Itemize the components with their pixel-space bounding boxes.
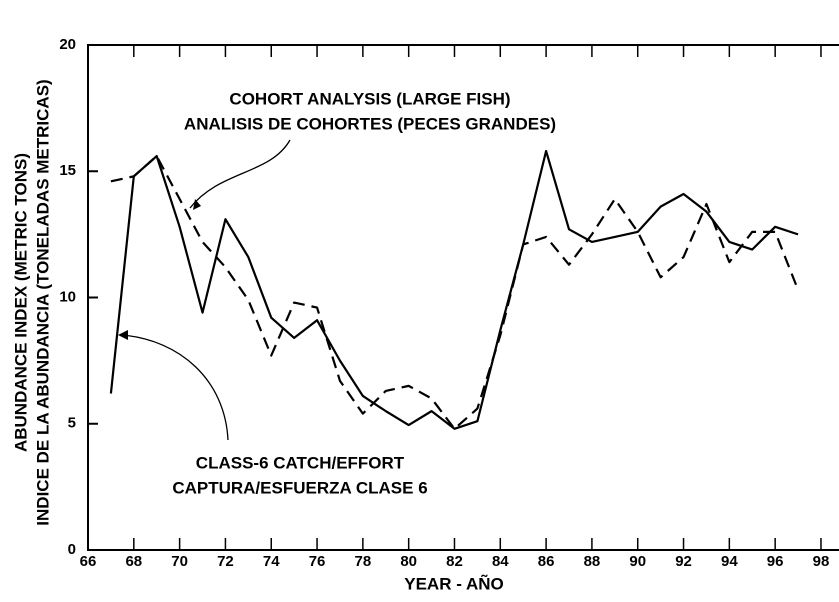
x-tick-label: 94 bbox=[721, 553, 738, 570]
x-tick-label: 68 bbox=[125, 553, 142, 570]
x-tick-label: 80 bbox=[400, 553, 417, 570]
x-tick-label: 70 bbox=[171, 553, 188, 570]
annotation: CAPTURA/ESFUERZA CLASE 6 bbox=[172, 478, 427, 497]
y-tick-label: 5 bbox=[68, 415, 76, 432]
arrow bbox=[121, 334, 229, 441]
x-tick-label: 72 bbox=[217, 553, 234, 570]
annotation: CLASS-6 CATCH/EFFORT bbox=[196, 453, 405, 472]
y-tick-label: 20 bbox=[59, 36, 76, 53]
series-line bbox=[109, 149, 799, 430]
y-axis-label: INDICE DE LA ABUNDANCIA (TONELADAS METRI… bbox=[33, 79, 52, 525]
x-tick-label: 76 bbox=[309, 553, 326, 570]
annotation: ANALISIS DE COHORTES (PECES GRANDES) bbox=[184, 114, 556, 133]
x-tick-label: 90 bbox=[629, 553, 646, 570]
y-tick-label: 15 bbox=[59, 162, 76, 179]
x-tick-label: 84 bbox=[492, 553, 509, 570]
x-axis-label: YEAR - AÑO bbox=[404, 573, 504, 593]
y-tick-label: 0 bbox=[68, 541, 76, 558]
series-line bbox=[110, 155, 800, 430]
x-tick-label: 86 bbox=[538, 553, 555, 570]
annotation: COHORT ANALYSIS (LARGE FISH) bbox=[229, 89, 510, 108]
y-tick-label: 10 bbox=[59, 288, 76, 305]
x-tick-label: 78 bbox=[355, 553, 372, 570]
arrow-head bbox=[193, 199, 201, 210]
x-tick-label: 82 bbox=[446, 553, 463, 570]
arrow-head bbox=[118, 330, 128, 340]
x-tick-label: 66 bbox=[80, 553, 97, 570]
y-axis-label: ABUNDANCE INDEX (METRIC TONS) bbox=[11, 153, 30, 452]
x-tick-label: 92 bbox=[675, 553, 692, 570]
x-tick-label: 88 bbox=[584, 553, 601, 570]
x-tick-label: 96 bbox=[767, 553, 784, 570]
x-tick-label: 74 bbox=[263, 553, 280, 570]
x-tick-label: 98 bbox=[813, 553, 830, 570]
arrow bbox=[189, 139, 291, 209]
